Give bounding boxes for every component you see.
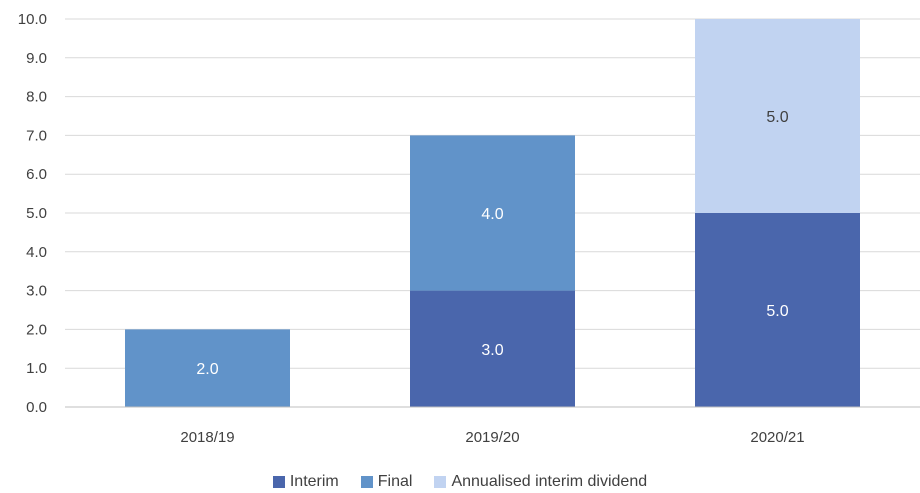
y-axis: 0.0 1.0 2.0 3.0 4.0 5.0 6.0 7.0 8.0 9.0 10.0	[18, 11, 47, 416]
legend-swatch-final	[360, 476, 373, 488]
y-tick-label: 1.0	[26, 360, 47, 377]
bars: 2.0 3.0 4.0 5.0 5.0	[125, 19, 860, 407]
x-tick-label: 2018/19	[180, 429, 234, 446]
data-label: 4.0	[481, 206, 503, 223]
legend-item-annualised: Annualised interim dividend	[434, 473, 647, 491]
y-tick-label: 2.0	[26, 321, 47, 338]
data-label: 5.0	[766, 109, 788, 126]
bar-segment	[410, 290, 575, 407]
data-label: 3.0	[481, 342, 503, 359]
legend-label-interim: Interim	[289, 473, 339, 490]
y-tick-label: 6.0	[26, 166, 47, 183]
y-tick-label: 0.0	[26, 399, 47, 416]
data-label: 2.0	[196, 361, 218, 378]
legend: Interim Final Annualised interim dividen…	[0, 473, 920, 491]
y-tick-label: 9.0	[26, 50, 47, 67]
y-tick-label: 5.0	[26, 205, 47, 222]
legend-swatch-interim	[272, 476, 285, 488]
data-label: 5.0	[766, 303, 788, 320]
legend-item-interim: Interim	[272, 473, 339, 491]
y-tick-label: 3.0	[26, 283, 47, 300]
legend-label-final: Final	[377, 473, 413, 490]
dividend-bar-chart: 0.0 1.0 2.0 3.0 4.0 5.0 6.0 7.0 8.0 9.0 10.0 2.0 3.…	[18, 11, 920, 446]
bar-segment	[695, 19, 860, 213]
legend-item-final: Final	[360, 473, 413, 491]
bar-segment	[125, 329, 290, 407]
bar-segment	[410, 135, 575, 291]
y-tick-label: 10.0	[18, 11, 47, 28]
bar-segment	[695, 213, 860, 407]
y-tick-label: 8.0	[26, 89, 47, 106]
y-tick-label: 7.0	[26, 127, 47, 144]
y-tick-label: 4.0	[26, 244, 47, 261]
legend-label-annualised: Annualised interim dividend	[451, 473, 648, 490]
legend-swatch-annualised	[434, 476, 447, 488]
x-tick-label: 2020/21	[750, 429, 804, 446]
x-tick-label: 2019/20	[465, 429, 519, 446]
x-axis: 2018/19 2019/20 2020/21	[65, 406, 920, 446]
